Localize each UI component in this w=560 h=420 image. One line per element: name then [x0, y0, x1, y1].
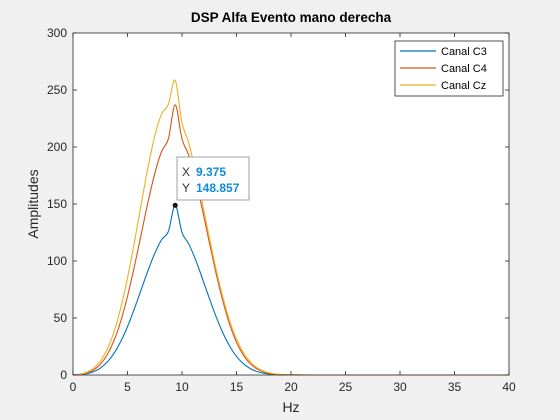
y-tick-label: 100: [47, 254, 67, 268]
legend-item-canal-cz[interactable]: Canal Cz: [400, 80, 486, 92]
x-tick-label: 5: [124, 380, 131, 394]
y-tick-label: 50: [54, 311, 68, 325]
legend-item-canal-c3[interactable]: Canal C3: [400, 46, 487, 58]
chart-title: DSP Alfa Evento mano derecha: [191, 10, 392, 25]
x-tick-label: 25: [339, 380, 353, 394]
y-tick-label: 200: [47, 140, 67, 154]
datatip-box: [176, 156, 250, 201]
legend-label: Canal C4: [441, 63, 487, 75]
legend[interactable]: Canal C3 Canal C4 Canal Cz: [394, 40, 504, 97]
y-tick-label: 250: [47, 83, 67, 97]
x-axis-label: Hz: [282, 399, 299, 415]
ticks-layer: 0 5 10 15 20 25 30 35 40 0 50 100 150 200 250 300: [47, 26, 516, 394]
x-tick-label: 20: [284, 380, 298, 394]
datatip-y-value: 148.857: [196, 181, 240, 195]
x-tick-label: 30: [393, 380, 407, 394]
x-tick-label: 0: [70, 380, 77, 394]
datatip-x-label: X: [182, 165, 190, 179]
datatip-y-label: Y: [182, 181, 190, 195]
legend-label: Canal Cz: [441, 80, 486, 92]
x-tick-label: 40: [502, 380, 516, 394]
y-tick-label: 0: [60, 368, 67, 382]
x-tick-label: 15: [230, 380, 244, 394]
legend-items: Canal C3 Canal C4 Canal Cz: [400, 46, 487, 92]
datatip-marker[interactable]: [172, 202, 178, 208]
legend-item-canal-c4[interactable]: Canal C4: [400, 63, 487, 75]
y-tick-label: 150: [47, 197, 67, 211]
x-tick-label: 35: [448, 380, 462, 394]
legend-label: Canal C3: [441, 46, 487, 58]
datatip[interactable]: X 9.375 Y 148.857: [172, 156, 250, 208]
datatip-x-value: 9.375: [196, 165, 226, 179]
y-axis-label: Amplitudes: [25, 169, 41, 238]
y-tick-label: 300: [47, 26, 67, 40]
x-tick-label: 10: [175, 380, 189, 394]
